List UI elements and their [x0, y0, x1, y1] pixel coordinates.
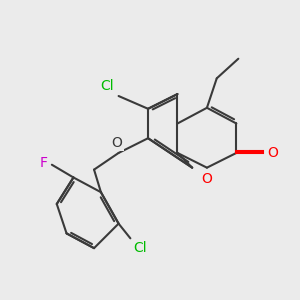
Text: Cl: Cl [133, 241, 147, 255]
Text: O: O [267, 146, 278, 160]
Text: Cl: Cl [100, 79, 114, 93]
Text: O: O [202, 172, 212, 186]
Text: O: O [112, 136, 123, 150]
Text: F: F [39, 156, 47, 170]
